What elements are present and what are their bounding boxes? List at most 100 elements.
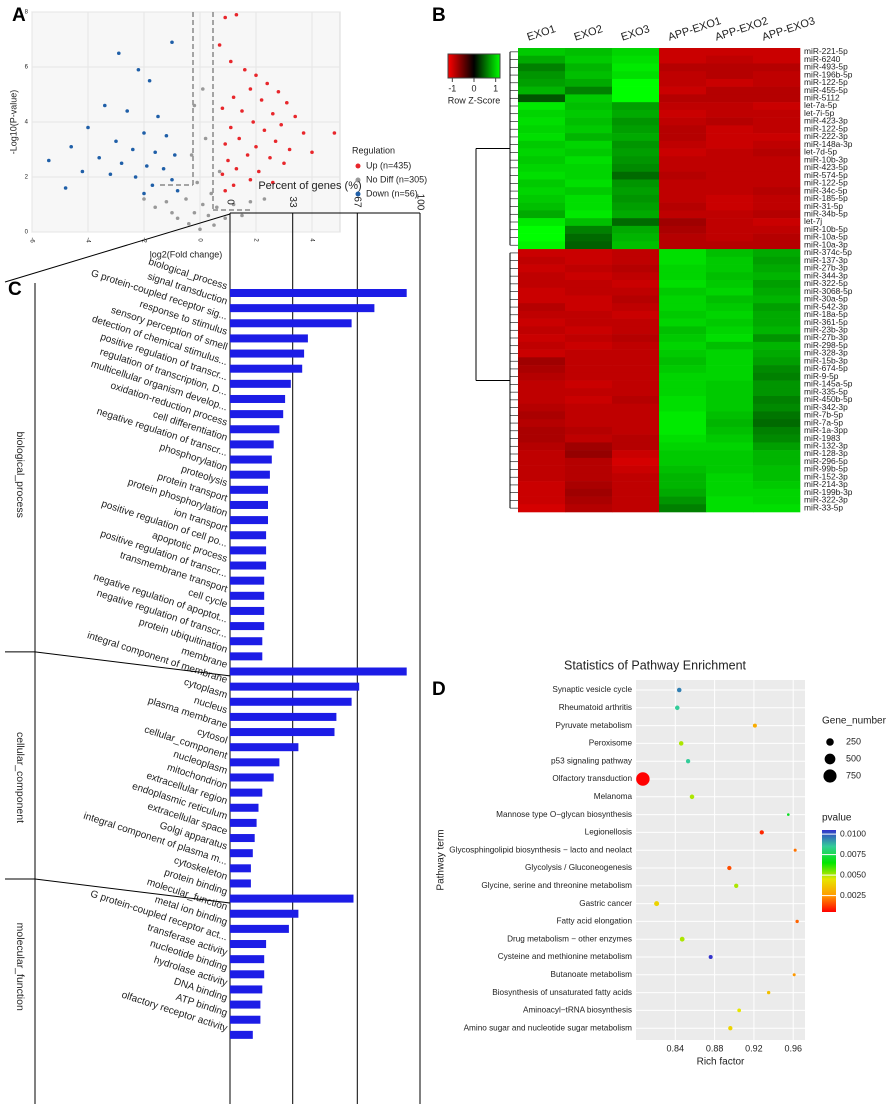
point xyxy=(189,153,194,157)
bar xyxy=(230,788,263,797)
heat-cell xyxy=(706,396,754,405)
point xyxy=(187,221,191,226)
heat-cell xyxy=(518,109,566,118)
bar xyxy=(230,834,255,843)
y-tick-label: Aminoacyl−tRNA biosynthesis xyxy=(523,1006,632,1015)
heat-cell xyxy=(753,341,801,350)
heat-cell xyxy=(659,210,707,219)
heat-cell xyxy=(706,380,754,389)
heat-cell xyxy=(612,156,660,165)
row-label: miR-222-3p xyxy=(804,131,848,141)
heat-cell xyxy=(565,504,613,513)
heat-cell xyxy=(753,450,801,459)
x-axis-title: Rich factor xyxy=(697,1057,745,1068)
row-label: miR-344-3p xyxy=(804,270,848,280)
heat-cell xyxy=(565,256,613,265)
heat-cell xyxy=(659,233,707,242)
heat-cell xyxy=(565,241,613,250)
heat-cell xyxy=(565,481,613,490)
color-key xyxy=(447,53,501,79)
heat-cell xyxy=(565,295,613,304)
plot-background xyxy=(636,680,805,1040)
heat-cell xyxy=(706,419,754,428)
point xyxy=(125,109,129,113)
heat-cell xyxy=(518,341,566,350)
heat-cell xyxy=(565,326,613,335)
row-label: miR-199b-3p xyxy=(804,487,853,497)
point xyxy=(262,197,267,201)
x-tick-label: 2 xyxy=(252,238,258,242)
row-label: miR-423-3p xyxy=(804,116,848,126)
point xyxy=(301,131,306,135)
bar xyxy=(230,758,280,767)
heat-cell xyxy=(565,264,613,273)
panel-label: A xyxy=(12,5,26,26)
heat-cell xyxy=(706,372,754,381)
heat-cell xyxy=(706,504,754,513)
bar xyxy=(230,516,268,525)
bar xyxy=(230,743,299,752)
heat-cell xyxy=(518,450,566,459)
heat-cell xyxy=(706,365,754,374)
bar xyxy=(230,894,354,903)
point xyxy=(184,197,188,201)
bar xyxy=(230,289,407,297)
bar xyxy=(230,955,265,964)
heat-cell xyxy=(612,71,660,80)
heat-cell xyxy=(753,125,801,134)
heat-cell xyxy=(612,341,660,350)
heat-cell xyxy=(612,164,660,173)
point xyxy=(240,213,244,218)
y-tick-label: Pyruvate metabolism xyxy=(556,721,633,730)
heat-cell xyxy=(518,481,566,490)
y-tick-label: p53 signaling pathway xyxy=(551,756,633,765)
heat-cell xyxy=(753,457,801,466)
heat-cell xyxy=(659,109,707,118)
point xyxy=(192,210,197,215)
bar xyxy=(230,1000,261,1009)
row-label: miR-374c-5p xyxy=(804,247,852,257)
heat-cell xyxy=(612,365,660,374)
y-tick-label: Gastric cancer xyxy=(579,899,632,908)
point xyxy=(170,210,174,215)
bar xyxy=(230,470,270,479)
heat-cell xyxy=(706,71,754,80)
heat-cell xyxy=(518,349,566,358)
heat-cell xyxy=(612,264,660,273)
row-label: miR-10a-3p xyxy=(804,239,848,249)
heat-cell xyxy=(565,194,613,203)
heat-cell xyxy=(659,450,707,459)
bubble xyxy=(727,865,732,871)
heat-cell xyxy=(706,78,754,87)
heat-cell xyxy=(753,504,801,513)
heat-cell xyxy=(753,233,801,242)
heat-cell xyxy=(706,473,754,482)
bar xyxy=(230,970,265,979)
heat-cell xyxy=(753,396,801,405)
row-label: miR-423-5p xyxy=(804,162,848,172)
heat-cell xyxy=(518,334,566,343)
row-label: miR-30a-5p xyxy=(804,294,848,304)
heat-cell xyxy=(659,218,707,227)
point xyxy=(248,199,253,204)
bar xyxy=(230,622,265,631)
x-tick-label: 0.84 xyxy=(667,1043,685,1053)
heat-cell xyxy=(753,156,801,165)
bar xyxy=(230,500,268,509)
row-label: miR-196b-5p xyxy=(804,69,853,79)
row-label: miR-1983 xyxy=(804,433,841,443)
heat-cell xyxy=(753,63,801,72)
heat-cell xyxy=(753,272,801,281)
point xyxy=(136,67,141,72)
x-tick-label: 0 xyxy=(224,199,235,205)
point xyxy=(206,213,211,218)
point xyxy=(223,142,227,146)
heat-cell xyxy=(753,411,801,420)
heat-cell xyxy=(659,164,707,173)
bubble xyxy=(792,973,796,977)
point xyxy=(273,139,278,144)
row-label: miR-31-5p xyxy=(804,201,843,211)
heat-cell xyxy=(518,148,566,157)
bar xyxy=(230,576,265,585)
heat-cell xyxy=(612,318,660,327)
